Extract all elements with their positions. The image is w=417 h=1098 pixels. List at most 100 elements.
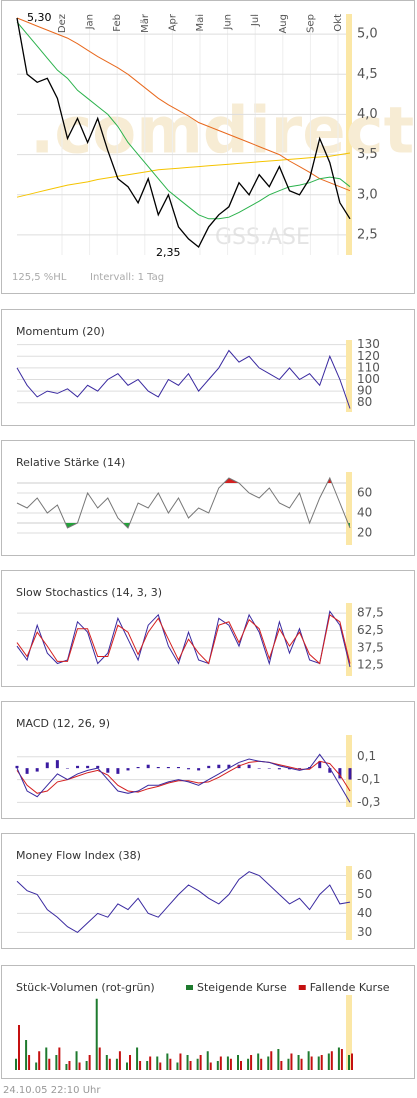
panel-frame xyxy=(1,570,415,687)
volume-bar xyxy=(277,1049,280,1070)
volume-bar xyxy=(176,1062,179,1070)
histogram-bar xyxy=(267,768,271,769)
panel-frame xyxy=(1,833,415,949)
volume-bar xyxy=(98,1047,101,1070)
legend-swatch xyxy=(186,985,193,990)
volume-bar xyxy=(78,1062,81,1070)
highlight-strip xyxy=(346,995,352,1070)
volume-bar xyxy=(75,1051,78,1070)
y-tick-label: 3,5 xyxy=(357,147,378,162)
volume-bar xyxy=(115,1058,118,1070)
volume-bar xyxy=(209,1062,212,1070)
volume-bar xyxy=(307,1051,310,1070)
highlight-strip xyxy=(346,340,352,412)
volume-bar xyxy=(226,1056,229,1070)
y-tick-label: 60 xyxy=(357,868,372,882)
volume-bar xyxy=(166,1053,169,1070)
histogram-bar xyxy=(55,760,59,769)
histogram-bar xyxy=(227,764,231,769)
volume-bar xyxy=(88,1055,91,1070)
volume-bar xyxy=(18,1025,20,1070)
volume-bar xyxy=(129,1055,131,1070)
series-line xyxy=(16,613,351,665)
legend-swatch xyxy=(298,985,306,990)
y-tick-label: 100 xyxy=(357,372,380,386)
volume-bar xyxy=(351,1053,353,1070)
panel-title: Relative Stärke (14) xyxy=(16,456,125,469)
volume-bar xyxy=(25,1040,28,1070)
volume-bar xyxy=(327,1053,330,1070)
highlight-strip xyxy=(346,472,352,545)
histogram-bar xyxy=(247,764,251,769)
histogram-bar xyxy=(166,767,170,769)
y-tick-label: -0,3 xyxy=(357,795,380,809)
series-line xyxy=(16,753,351,803)
month-label: Okt xyxy=(333,14,344,32)
histogram-bar xyxy=(76,765,80,769)
histogram-bar xyxy=(156,767,160,769)
month-label: Mai xyxy=(195,14,206,32)
y-tick-label: 2,5 xyxy=(357,227,378,242)
volume-bar xyxy=(237,1055,239,1070)
volume-bar xyxy=(179,1053,182,1070)
volume-bar xyxy=(186,1055,189,1070)
histogram-bar xyxy=(187,768,191,770)
volume-bar xyxy=(169,1058,172,1070)
volume-bar xyxy=(287,1058,290,1070)
volume-bar xyxy=(310,1056,313,1070)
footer: 24.10.05 22:10 Uhr xyxy=(3,1085,101,1096)
series-line xyxy=(16,21,351,220)
histogram-bar xyxy=(217,764,221,769)
series-line xyxy=(16,152,351,198)
volume-bar xyxy=(126,1062,128,1070)
y-tick-label: 80 xyxy=(357,395,372,409)
panel-title: Money Flow Index (38) xyxy=(16,849,141,862)
histogram-bar xyxy=(277,768,281,770)
histogram-bar xyxy=(348,768,352,780)
histogram-bar xyxy=(86,765,90,769)
volume-bar xyxy=(216,1061,219,1070)
volume-bar xyxy=(280,1061,283,1070)
series-line xyxy=(16,476,351,529)
volume-bar xyxy=(257,1053,260,1070)
histogram-bar xyxy=(15,765,19,769)
volume-bar xyxy=(348,1055,350,1070)
volume-bar xyxy=(337,1047,340,1070)
volume-bar xyxy=(118,1051,121,1070)
volume-bar xyxy=(199,1055,202,1070)
volume-bar xyxy=(55,1055,58,1070)
histogram-bar xyxy=(136,767,140,769)
volume-bar xyxy=(300,1058,303,1070)
histogram-bar xyxy=(287,768,291,770)
month-label: Aug xyxy=(278,14,289,34)
low-annotation: 2,35 xyxy=(156,246,181,259)
volume-bar xyxy=(38,1051,41,1070)
y-tick-label: 50 xyxy=(357,887,372,901)
high-annotation: 5,30 xyxy=(27,11,52,24)
y-tick-label: 37,5 xyxy=(357,640,384,654)
volume-bar xyxy=(35,1062,38,1070)
symbol-watermark: GSS.ASE xyxy=(215,225,310,250)
volume-bar xyxy=(85,1061,88,1070)
volume-bar xyxy=(58,1047,61,1070)
series-line xyxy=(16,17,351,192)
month-label: Jun xyxy=(223,14,234,31)
panel-frame xyxy=(1,0,415,294)
panel-title: MACD (12, 26, 9) xyxy=(16,717,110,730)
volume-bar xyxy=(48,1058,51,1070)
histogram-bar xyxy=(106,768,110,773)
histogram-bar xyxy=(96,765,100,769)
volume-bar xyxy=(196,1058,199,1070)
y-tick-label: 12,5 xyxy=(357,658,384,672)
month-label: Sep xyxy=(305,14,316,33)
histogram-bar xyxy=(328,768,332,773)
volume-bar xyxy=(28,1055,31,1070)
volume-bar xyxy=(15,1058,17,1070)
highlight-strip xyxy=(346,14,352,255)
volume-bar xyxy=(95,998,98,1070)
y-tick-label: 20 xyxy=(357,526,372,540)
volume-bar xyxy=(189,1061,192,1070)
y-tick-label: 120 xyxy=(357,349,380,363)
y-tick-label: 5,0 xyxy=(357,27,378,42)
month-label: Jan xyxy=(85,14,96,30)
